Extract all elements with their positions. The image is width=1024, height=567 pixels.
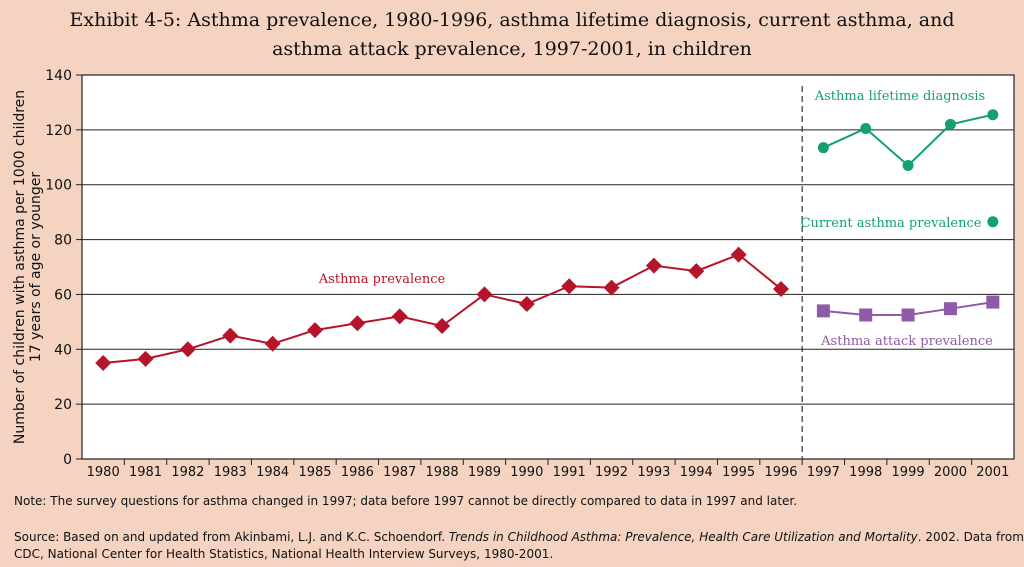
data-point-diamond	[391, 308, 408, 325]
y-tick-label: 140	[45, 68, 72, 84]
y-tick-label: 60	[54, 287, 72, 303]
x-tick-label: 2001	[976, 465, 1009, 480]
data-point-diamond	[730, 246, 747, 263]
series-label: Current asthma prevalence	[801, 216, 982, 231]
asthma-chart: 0 20 40 60 80 100 120 140 1980 1981 1982 1983 1984 19…	[12, 68, 1015, 480]
y-tick-label: 0	[63, 452, 72, 468]
x-tick-label: 1989	[468, 465, 501, 480]
data-point-diamond	[645, 257, 662, 274]
data-point-diamond	[349, 315, 366, 332]
data-point-diamond	[264, 335, 281, 352]
data-point-diamond	[773, 280, 789, 297]
y-axis-label-line2: 17 years of age or younger	[28, 172, 44, 363]
series-label: Asthma prevalence	[318, 272, 446, 287]
x-tick-label: 1984	[256, 465, 289, 480]
source-line2: CDC, National Center for Health Statisti…	[14, 547, 554, 561]
data-point-diamond	[222, 327, 239, 344]
data-point-circle	[817, 142, 829, 154]
y-tick-label: 120	[45, 123, 72, 139]
x-tick-label: 1982	[171, 465, 204, 480]
series-label: Asthma attack prevalence	[820, 334, 993, 349]
data-point-diamond	[518, 296, 535, 313]
x-tick-label: 1986	[341, 465, 374, 480]
data-point-square	[943, 302, 957, 316]
data-point-diamond	[561, 278, 578, 295]
data-point-diamond	[179, 341, 196, 358]
x-tick-label: 1994	[680, 465, 713, 480]
x-tick-label: 1983	[214, 465, 247, 480]
y-tick-label: 40	[54, 342, 72, 358]
data-point-diamond	[307, 322, 323, 339]
data-point-diamond	[137, 350, 154, 367]
y-axis-label-line1: Number of children with asthma per 1000 …	[12, 90, 28, 444]
y-tick-label: 100	[45, 178, 72, 194]
x-tick-label: 1997	[807, 465, 840, 480]
x-tick-label: 1980	[87, 465, 120, 480]
source-title: Trends in Childhood Asthma: Prevalence, …	[448, 530, 918, 544]
x-tick-label: 1993	[637, 465, 670, 480]
chart-source: Source: Based on and updated from Akinba…	[14, 529, 1024, 563]
data-point-square	[901, 308, 915, 322]
x-tick-label: 1998	[849, 465, 882, 480]
data-point-diamond	[603, 279, 620, 296]
x-tick-label: 1985	[298, 465, 331, 480]
x-tick-label: 1988	[426, 465, 459, 480]
plot-area	[82, 75, 1014, 459]
x-tick-label: 1991	[553, 465, 586, 480]
chart-title-line1: Exhibit 4-5: Asthma prevalence, 1980-199…	[69, 9, 955, 31]
series-label: Asthma lifetime diagnosis	[814, 89, 985, 104]
data-point-diamond	[95, 355, 112, 371]
chart-note: Note: The survey questions for asthma ch…	[14, 494, 798, 508]
data-point-diamond	[688, 263, 705, 280]
x-tick-label: 1990	[510, 465, 543, 480]
x-tick-label: 1992	[595, 465, 628, 480]
data-point-square	[986, 295, 1000, 309]
chart-title: Exhibit 4-5: Asthma prevalence, 1980-199…	[0, 6, 1024, 64]
source-suffix: . 2002. Data from	[917, 530, 1024, 544]
data-point-circle	[987, 109, 999, 121]
x-tick-label: 1987	[383, 465, 416, 480]
y-tick-label: 80	[54, 233, 72, 249]
data-point-circle	[987, 216, 999, 228]
data-point-circle	[944, 118, 956, 130]
y-tick-label: 20	[54, 397, 72, 413]
x-tick-label: 2000	[934, 465, 967, 480]
source-prefix: Source: Based on and updated from Akinba…	[14, 530, 449, 544]
x-tick-label: 1995	[722, 465, 755, 480]
data-point-circle	[860, 122, 872, 134]
x-tick-label: 1996	[764, 465, 797, 480]
data-point-square	[859, 308, 873, 322]
data-point-square	[816, 304, 830, 318]
data-point-circle	[902, 160, 914, 172]
data-point-diamond	[434, 317, 451, 334]
x-tick-label: 1981	[129, 465, 162, 480]
data-point-diamond	[476, 286, 493, 303]
chart-title-line2: asthma attack prevalence, 1997-2001, in …	[272, 38, 752, 60]
x-tick-label: 1999	[892, 465, 925, 480]
